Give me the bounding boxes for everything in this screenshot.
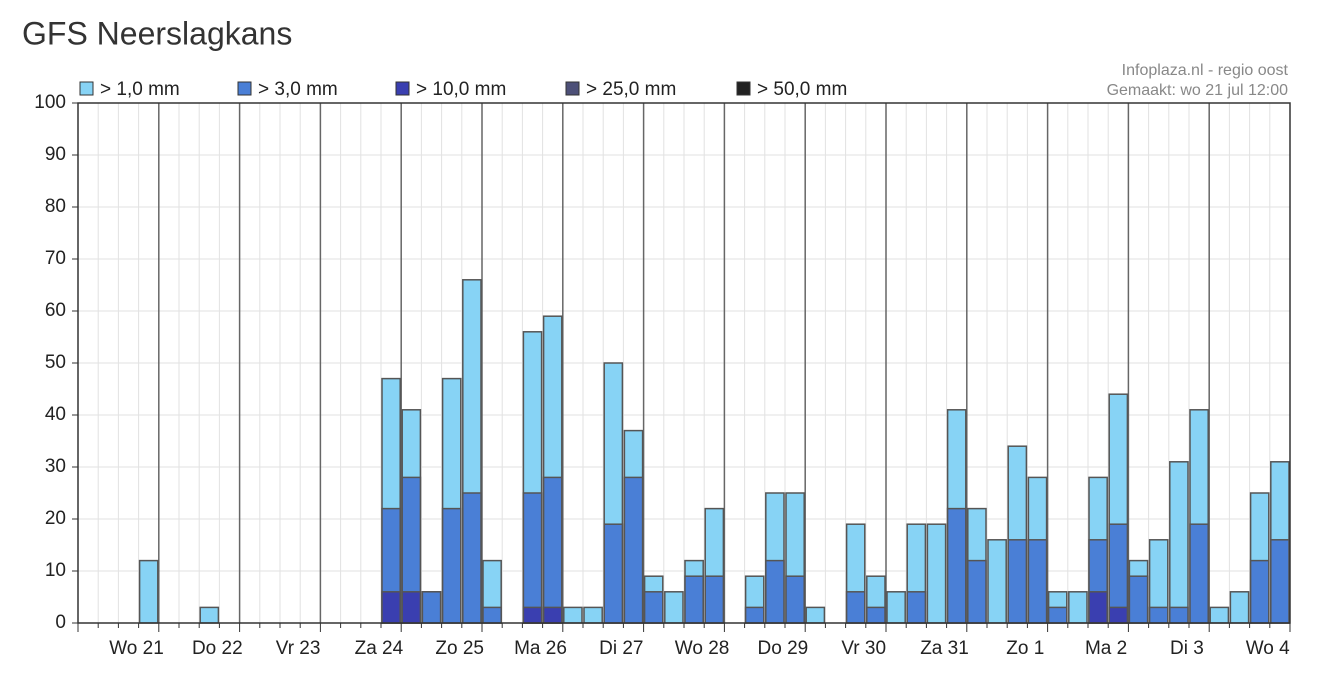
x-tick-label: Vr 30 (841, 638, 886, 659)
bar (1088, 591, 1108, 624)
bar (522, 492, 543, 624)
y-tick-label: 80 (45, 196, 66, 217)
bar (805, 606, 826, 624)
bar (542, 476, 563, 624)
bar (866, 606, 886, 624)
bar (967, 559, 987, 624)
x-tick-label: Wo 21 (109, 638, 164, 659)
x-tick-label: Di 27 (599, 638, 643, 659)
x-tick-label: Ma 26 (514, 638, 567, 659)
x-tick-label: Do 22 (192, 638, 243, 659)
legend-swatch (237, 81, 252, 96)
bar (421, 591, 442, 624)
legend-swatch (79, 81, 94, 96)
bar (1007, 539, 1028, 624)
bar (401, 591, 422, 624)
bar (1209, 606, 1230, 624)
bar (1027, 539, 1048, 624)
x-tick-label: Do 29 (758, 638, 809, 659)
bar (583, 606, 603, 624)
y-tick-label: 90 (45, 144, 66, 165)
x-tick-label: Wo 4 (1246, 638, 1290, 659)
bar (482, 606, 502, 624)
bar (744, 606, 765, 624)
x-tick-label: Zo 25 (435, 638, 484, 659)
bar (522, 606, 543, 624)
bar (542, 606, 563, 624)
bar (1229, 591, 1250, 624)
bar (1148, 606, 1169, 624)
bar (1169, 606, 1189, 624)
y-tick-label: 30 (45, 456, 66, 477)
x-tick-label: Za 31 (920, 638, 969, 659)
legend-swatch (736, 81, 751, 96)
x-tick-label: Di 3 (1170, 638, 1204, 659)
bar (563, 606, 583, 624)
y-tick-label: 40 (45, 404, 66, 425)
bar (623, 476, 644, 624)
chart-title: GFS Neerslagkans (22, 15, 292, 51)
y-tick-label: 20 (45, 508, 66, 529)
y-tick-label: 0 (55, 612, 66, 633)
y-tick-label: 60 (45, 300, 66, 321)
bar (643, 591, 664, 624)
bar (785, 575, 805, 624)
bar (906, 591, 927, 624)
bar (462, 492, 482, 624)
y-tick-label: 10 (45, 560, 66, 581)
bar (1108, 606, 1129, 624)
bar (1189, 523, 1209, 624)
bar (845, 591, 866, 624)
bar (664, 591, 684, 624)
source: Infoplaza.nl - regio oost (1122, 62, 1289, 79)
legend-label: > 50,0 mm (757, 79, 847, 100)
bar (1249, 559, 1270, 624)
x-tick-label: Ma 2 (1085, 638, 1127, 659)
y-tick-label: 70 (45, 248, 66, 269)
legend-swatch (395, 81, 410, 96)
legend-label: > 3,0 mm (258, 79, 338, 100)
bar (138, 559, 159, 624)
bar (946, 507, 967, 624)
bar (1169, 461, 1189, 624)
x-tick-label: Zo 1 (1006, 638, 1044, 659)
bar (987, 539, 1007, 624)
x-tick-label: Vr 23 (276, 638, 321, 659)
bar (765, 559, 785, 624)
bar (603, 523, 624, 624)
bar (381, 591, 401, 624)
y-tick-label: 50 (45, 352, 66, 373)
made: Gemaakt: wo 21 jul 12:00 (1107, 82, 1289, 99)
legend-label: > 25,0 mm (586, 79, 676, 100)
legend-swatch (565, 81, 580, 96)
bar (684, 575, 704, 624)
x-tick-label: Za 24 (355, 638, 404, 659)
bar (1047, 606, 1068, 624)
y-tick-label: 100 (34, 92, 66, 113)
bar (1270, 539, 1290, 624)
bar (886, 591, 906, 624)
legend-label: > 10,0 mm (416, 79, 506, 100)
bar (926, 523, 947, 624)
legend-label: > 1,0 mm (100, 79, 180, 100)
bar (1128, 575, 1149, 624)
x-tick-label: Wo 28 (675, 638, 730, 659)
bar (704, 575, 725, 624)
bar (199, 606, 220, 624)
bar (1068, 591, 1088, 624)
bar (441, 507, 462, 624)
